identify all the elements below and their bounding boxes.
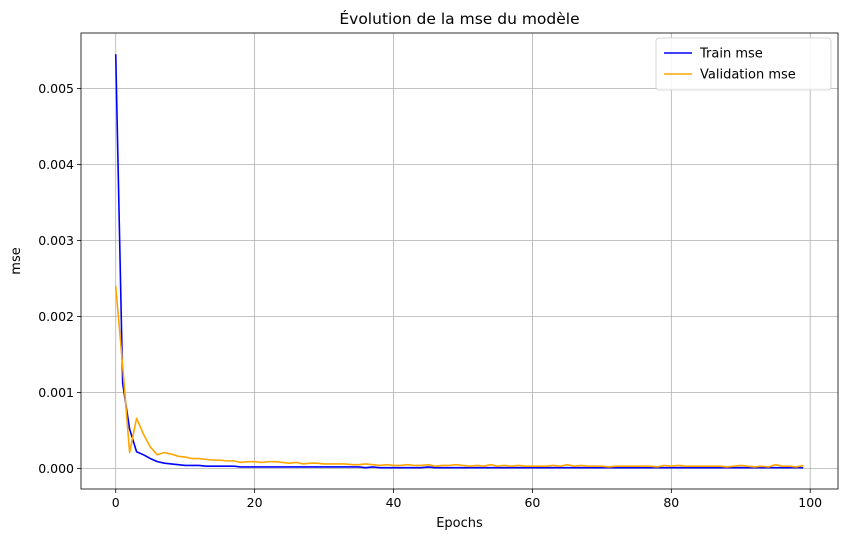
y-tick-label: 0.005 <box>38 81 74 96</box>
y-tick-label: 0.002 <box>38 309 74 324</box>
y-tick-label: 0.003 <box>38 233 74 248</box>
y-tick-label: 0.001 <box>38 385 74 400</box>
legend-box <box>655 37 832 91</box>
chart-title: Évolution de la mse du modèle <box>339 9 579 28</box>
x-axis-label: Epochs <box>436 516 483 531</box>
legend-label: Validation mse <box>700 68 796 83</box>
legend: Train mse Validation mse <box>655 37 832 91</box>
x-tick-label: 40 <box>386 495 402 510</box>
series-line-validation-mse <box>114 286 804 468</box>
plot-frame <box>80 32 839 490</box>
x-tick-label: 20 <box>247 495 263 510</box>
y-tick-label: 0.004 <box>38 157 74 172</box>
x-tick-label: 100 <box>798 495 822 510</box>
y-tick-label: 0.000 <box>38 461 74 476</box>
x-axis-ticks: 0 20 40 60 80 100 <box>112 489 822 510</box>
x-tick-label: 80 <box>663 495 679 510</box>
legend-label: Train mse <box>699 47 763 62</box>
y-axis-label: mse <box>9 247 24 274</box>
x-tick-label: 60 <box>524 495 540 510</box>
y-axis-ticks: 0.000 0.001 0.002 0.003 0.004 0.005 <box>38 81 81 476</box>
series-line-train-mse <box>114 54 804 469</box>
series-layer <box>114 54 804 469</box>
x-tick-label: 0 <box>112 495 120 510</box>
